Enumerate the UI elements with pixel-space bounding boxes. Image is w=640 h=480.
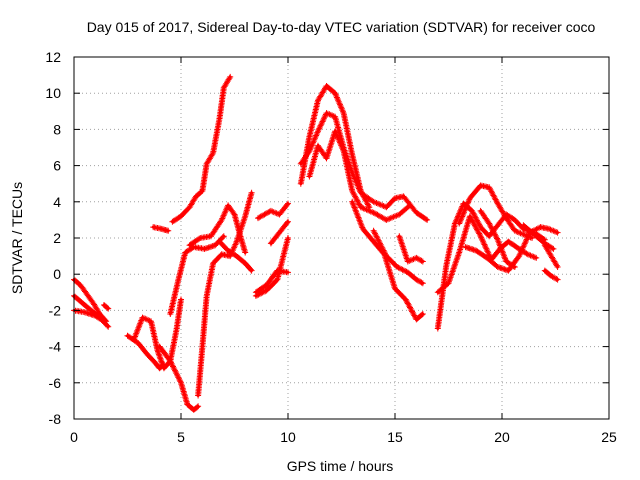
series-markers <box>156 343 202 413</box>
axis-ticks: 0 5 10 15 20 25 -8 -6 -4 -2 0 2 4 6 8 10 12 <box>45 49 617 445</box>
y-tick-label: -8 <box>49 411 62 427</box>
series-arc-10 <box>169 73 234 225</box>
y-tick-label: 10 <box>45 85 61 101</box>
series-arc-12 <box>186 202 249 256</box>
y-tick-label: 4 <box>53 194 61 210</box>
series-arc-30 <box>541 242 561 270</box>
series-markers <box>186 202 249 256</box>
data-series <box>71 73 561 413</box>
series-arc-23 <box>396 233 426 265</box>
series-markers <box>167 233 227 317</box>
series-arc-4 <box>101 302 112 312</box>
series-arc-31 <box>541 267 561 283</box>
series-markers <box>456 182 535 241</box>
series-arc-20 <box>306 128 413 223</box>
y-tick-label: -4 <box>49 339 62 355</box>
series-markers <box>541 267 561 283</box>
y-tick-label: 0 <box>53 266 61 282</box>
series-arc-6 <box>130 296 184 372</box>
series-markers <box>169 73 234 225</box>
y-tick-label: -2 <box>49 302 62 318</box>
series-markers <box>101 302 112 312</box>
series-markers <box>252 267 291 296</box>
series-arc-28 <box>477 207 518 270</box>
x-tick-label: 20 <box>494 429 510 445</box>
series-markers <box>396 233 426 265</box>
series-arc-25 <box>456 182 535 241</box>
series-markers <box>306 128 413 223</box>
series-markers <box>434 213 540 296</box>
series-arc-8 <box>167 233 227 317</box>
x-tick-label: 5 <box>177 429 185 445</box>
series-markers <box>477 207 518 270</box>
series-arc-11 <box>195 189 255 399</box>
x-tick-label: 0 <box>70 429 78 445</box>
series-markers <box>216 238 255 274</box>
series-markers <box>255 200 291 222</box>
series-arc-15 <box>255 200 291 222</box>
x-tick-label: 25 <box>601 429 617 445</box>
series-arc-22 <box>370 227 426 287</box>
series-markers <box>150 224 172 234</box>
series-markers <box>130 296 184 372</box>
series-markers <box>267 218 291 247</box>
series-arc-17 <box>252 267 291 296</box>
chart-title: Day 015 of 2017, Sidereal Day-to-day VTE… <box>87 19 596 35</box>
series-arc-7 <box>156 343 202 413</box>
series-markers <box>195 189 255 399</box>
y-tick-label: 12 <box>45 49 61 65</box>
x-axis-label: GPS time / hours <box>287 458 394 474</box>
x-tick-label: 10 <box>280 429 296 445</box>
series-markers <box>370 227 426 287</box>
series-arc-9 <box>150 224 172 234</box>
series-arc-16 <box>267 218 291 247</box>
series-arc-13 <box>216 238 255 274</box>
y-tick-label: -6 <box>49 375 62 391</box>
series-markers <box>541 242 561 270</box>
x-tick-label: 15 <box>387 429 403 445</box>
y-tick-label: 8 <box>53 121 61 137</box>
y-tick-label: 6 <box>53 158 61 174</box>
y-axis-label: SDTVAR / TECUs <box>9 182 25 294</box>
y-tick-label: 2 <box>53 230 61 246</box>
